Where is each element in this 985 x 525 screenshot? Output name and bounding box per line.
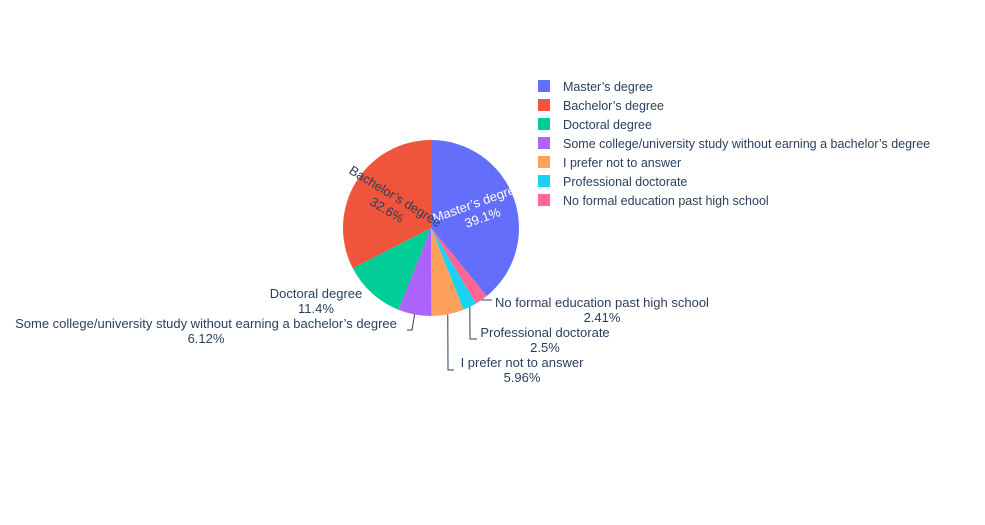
legend-swatch [538,80,550,92]
legend-swatch [538,137,550,149]
slice-label-doctoral-degree: Doctoral degree [270,286,363,301]
legend-label: Master’s degree [563,80,653,94]
slice-label-no-formal-education-past-high-school: No formal education past high school [495,295,709,310]
legend-item-no-formal-education-past-high-school[interactable]: No formal education past high school [538,194,769,208]
legend-swatch [538,156,550,168]
legend-label: Some college/university study without ea… [563,137,930,151]
slice-label-i-prefer-not-to-answer: I prefer not to answer [461,355,585,370]
legend: Master’s degree Bachelor’s degree Doctoral… [538,80,930,208]
legend-swatch [538,175,550,187]
pie-slice-master-s-degree [431,140,520,297]
legend-item-some-college-university-study-without-earning-a-bachelor-s-degree[interactable]: Some college/university study without ea… [538,137,930,151]
slice-percent-doctoral-degree: 11.4% [298,301,334,316]
leader-line-some-college-university-study-without-earning-a-bachelor-s-degree [407,314,416,331]
legend-label: No formal education past high school [563,194,769,208]
legend-item-professional-doctorate[interactable]: Professional doctorate [538,175,687,189]
legend-swatch [538,118,550,130]
legend-item-bachelor-s-degree[interactable]: Bachelor’s degree [538,99,664,113]
pie-slice-i-prefer-not-to-answer [431,228,464,316]
slice-percent-some-college-university-study-without-earning-a-bachelor-s-degree: 6.12% [188,331,225,346]
slice-percent-professional-doctorate: 2.5% [530,340,560,355]
legend-item-master-s-degree[interactable]: Master’s degree [538,80,653,94]
leader-lines [407,299,492,371]
legend-label: I prefer not to answer [563,156,681,170]
legend-item-i-prefer-not-to-answer[interactable]: I prefer not to answer [538,156,681,170]
pie-slice-bachelor-s-degree [342,140,431,269]
leader-line-professional-doctorate [469,306,477,340]
slice-label-some-college-university-study-without-earning-a-bachelor-s-degree: Some college/university study without ea… [15,316,397,331]
legend-swatch [538,194,550,206]
pie-slice-professional-doctorate [431,228,476,310]
pie-slice-some-college-university-study-without-earning-a-bachelor-s-degree [398,228,432,316]
legend-label: Doctoral degree [563,118,652,132]
slice-percent-i-prefer-not-to-answer: 5.96% [504,370,541,385]
leader-line-i-prefer-not-to-answer [447,314,454,371]
pie-slice-doctoral-degree [352,228,431,310]
slice-label-professional-doctorate: Professional doctorate [480,325,609,340]
legend-swatch [538,99,550,111]
legend-label: Professional doctorate [563,175,687,189]
slice-percent-no-formal-education-past-high-school: 2.41% [584,310,621,325]
legend-item-doctoral-degree[interactable]: Doctoral degree [538,118,652,132]
pie-slice-no-formal-education-past-high-school [431,228,487,304]
legend-label: Bachelor’s degree [563,99,664,113]
pie-slices [342,140,520,316]
